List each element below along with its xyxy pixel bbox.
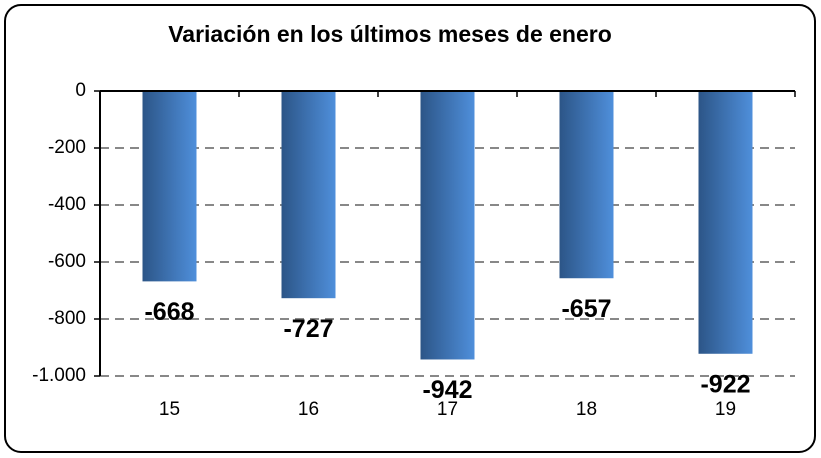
y-tick-label: 0 <box>75 80 86 101</box>
data-label: -727 <box>283 315 333 343</box>
chart-frame <box>4 4 816 453</box>
chart-title: Variación en los últimos meses de enero <box>168 21 612 47</box>
data-label: -942 <box>422 376 472 404</box>
bar <box>142 91 197 282</box>
x-tick-label: 15 <box>159 399 180 420</box>
bar <box>281 91 336 299</box>
x-tick-label: 18 <box>576 399 597 420</box>
data-label: -922 <box>700 370 750 398</box>
y-tick-label: -1.000 <box>32 365 86 386</box>
y-tick-label: -400 <box>48 194 86 215</box>
x-tick-label: 16 <box>298 399 319 420</box>
y-tick-label: -600 <box>48 251 86 272</box>
bar <box>420 91 475 360</box>
data-label: -668 <box>144 298 194 326</box>
data-label: -657 <box>561 295 611 323</box>
x-tick-label: 17 <box>437 399 458 420</box>
x-tick-label: 19 <box>715 399 736 420</box>
y-tick-label: -200 <box>48 137 86 158</box>
bar <box>559 91 614 279</box>
y-tick-label: -800 <box>48 308 86 329</box>
bar <box>698 91 753 354</box>
